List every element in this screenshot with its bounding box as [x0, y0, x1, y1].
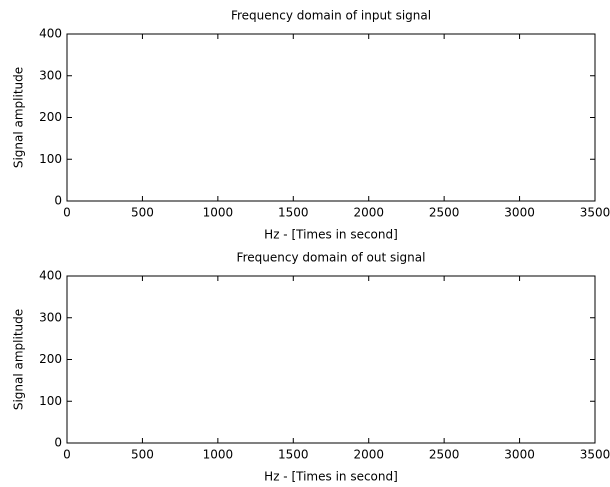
x-tick-label: 2500 [429, 206, 460, 220]
x-tick-label: 0 [63, 206, 71, 220]
y-tick-label: 300 [39, 310, 62, 324]
x-tick-label: 500 [131, 448, 154, 462]
y-tick-label: 300 [39, 68, 62, 82]
x-tick-label: 2000 [353, 448, 384, 462]
x-tick-label: 2000 [353, 206, 384, 220]
chart-title: Frequency domain of out signal [237, 251, 426, 265]
y-tick-label: 400 [39, 27, 62, 41]
y-tick-label: 200 [39, 352, 62, 366]
y-tick-label: 400 [39, 269, 62, 283]
x-tick-label: 1500 [278, 206, 309, 220]
y-tick-label: 0 [54, 194, 62, 208]
chart-title: Frequency domain of input signal [231, 9, 431, 23]
axes-box [66, 275, 596, 444]
x-tick-label: 0 [63, 448, 71, 462]
y-tick-label: 100 [39, 394, 62, 408]
x-tick-label: 3000 [504, 206, 535, 220]
x-tick-label: 3500 [580, 448, 610, 462]
x-tick-label: 3500 [580, 206, 610, 220]
y-tick-label: 100 [39, 152, 62, 166]
x-tick-label: 1500 [278, 448, 309, 462]
x-axis-label: Hz - [Times in second] [264, 470, 398, 484]
y-axis-label: Signal amplitude [12, 309, 26, 410]
x-tick-label: 500 [131, 206, 154, 220]
x-tick-label: 1000 [203, 206, 234, 220]
y-axis-label: Signal amplitude [12, 67, 26, 168]
x-axis-label: Hz - [Times in second] [264, 228, 398, 242]
axes-box [66, 33, 596, 202]
x-tick-label: 1000 [203, 448, 234, 462]
x-tick-label: 2500 [429, 448, 460, 462]
x-tick-label: 3000 [504, 448, 535, 462]
y-tick-label: 200 [39, 110, 62, 124]
y-tick-label: 0 [54, 436, 62, 450]
